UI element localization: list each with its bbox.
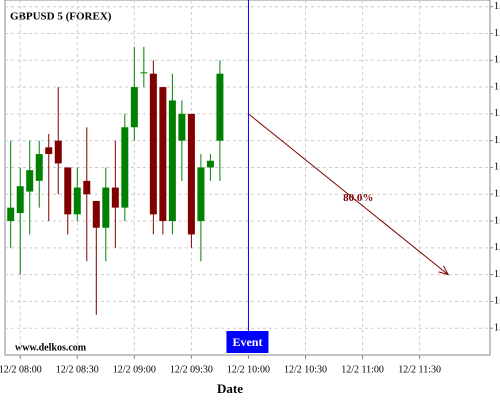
candle-body — [216, 73, 224, 141]
x-axis-label: Date — [217, 381, 243, 396]
candle-body — [45, 147, 53, 155]
y-tick-label: 1.2961 — [494, 269, 500, 280]
candle-body — [197, 167, 205, 222]
event-box — [226, 331, 269, 353]
candle-body — [16, 186, 24, 213]
x-tick-label: 12/2 09:30 — [170, 364, 213, 375]
chart-title: GBPUSD 5 (FOREX) — [10, 11, 112, 23]
candle-body — [35, 154, 43, 181]
y-tick-label: 1.2975 — [494, 81, 500, 92]
y-tick-label: 1.2973 — [494, 108, 500, 119]
y-tick-label: 1.2965 — [494, 215, 500, 226]
x-tick-label: 12/2 09:00 — [113, 364, 156, 375]
y-tick-label: 1.2963 — [494, 242, 500, 253]
candle-body — [121, 127, 129, 208]
y-tick-label: 1.2957 — [494, 323, 500, 334]
candle-body — [140, 72, 148, 74]
x-tick-label: 12/2 08:30 — [56, 364, 99, 375]
y-tick-label: 1.2971 — [494, 135, 500, 146]
x-tick-label: 12/2 10:00 — [227, 364, 270, 375]
candle-body — [73, 187, 81, 215]
x-tick-label: 12/2 11:00 — [341, 364, 384, 375]
plot-frame — [4, 0, 491, 356]
candle-body — [168, 100, 176, 222]
candle-body — [111, 187, 119, 208]
candle-body — [206, 160, 214, 168]
x-tick-label: 12/2 08:00 — [0, 364, 42, 375]
watermark: www.delkos.com — [15, 342, 87, 353]
candle-body — [159, 87, 167, 222]
y-tick-label: 1.2979 — [494, 28, 500, 39]
candle-body — [83, 180, 91, 195]
forecast-arrow — [248, 113, 449, 276]
candle-body — [92, 200, 100, 228]
candle-body — [130, 87, 138, 128]
x-tick-label: 12/2 11:30 — [398, 364, 441, 375]
candle-body — [26, 170, 34, 192]
candle-body — [187, 113, 195, 235]
candle-body — [178, 113, 186, 141]
x-tick-label: 12/2 10:30 — [284, 364, 327, 375]
forecast-label: 80.0% — [343, 192, 373, 204]
candle-body — [7, 207, 15, 222]
candle-body — [149, 73, 157, 215]
arrow-head — [438, 265, 450, 276]
candle-body — [54, 140, 62, 164]
candle-body — [102, 187, 110, 228]
y-tick-label: 1.2969 — [494, 162, 500, 173]
y-tick-label: 1.2981 — [494, 1, 500, 12]
y-tick-label: 1.2967 — [494, 189, 500, 200]
event-label: Event — [232, 335, 262, 349]
y-tick-label: 1.2977 — [494, 55, 500, 66]
candle-body — [64, 167, 72, 215]
y-tick-label: 1.2959 — [494, 296, 500, 307]
